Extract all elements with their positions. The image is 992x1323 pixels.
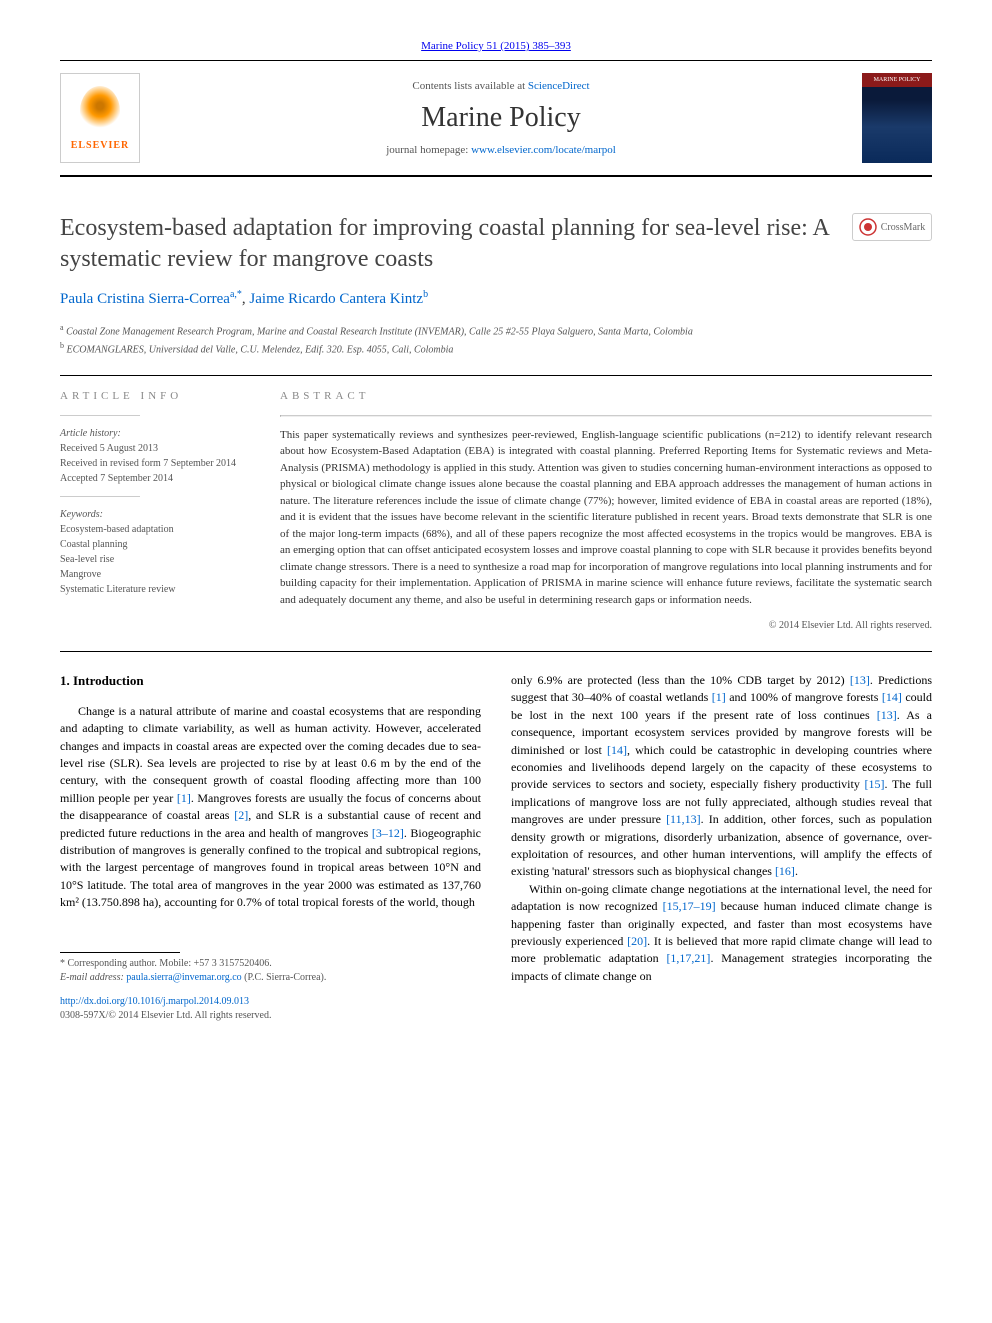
p1c-seg-a: only 6.9% are protected (less than the 1… — [511, 673, 850, 687]
body-col-right: only 6.9% are protected (less than the 1… — [511, 672, 932, 1024]
ref-1b[interactable]: [1] — [712, 690, 726, 704]
homepage-line: journal homepage: www.elsevier.com/locat… — [140, 144, 862, 156]
email-suffix: (P.C. Sierra-Correa). — [242, 972, 327, 983]
info-rule-1 — [60, 415, 140, 416]
body: 1. Introduction Change is a natural attr… — [60, 672, 932, 1024]
affiliations: a Coastal Zone Management Research Progr… — [60, 322, 932, 357]
author-2-aff: b — [423, 289, 428, 300]
homepage-link[interactable]: www.elsevier.com/locate/marpol — [471, 144, 616, 156]
intro-p2: Within on-going climate change negotiati… — [511, 881, 932, 985]
journal-name: Marine Policy — [140, 102, 862, 134]
abstract-text: This paper systematically reviews and sy… — [280, 427, 932, 609]
contents-prefix: Contents lists available at — [412, 80, 527, 92]
accepted-date: Accepted 7 September 2014 — [60, 471, 240, 486]
ref-14a[interactable]: [14] — [882, 690, 902, 704]
keyword-1: Coastal planning — [60, 537, 240, 552]
journal-header: ELSEVIER Contents lists available at Sci… — [60, 61, 932, 177]
p1c-seg-c: and 100% of mangrove forests — [726, 690, 882, 704]
intro-p1-cont: only 6.9% are protected (less than the 1… — [511, 672, 932, 881]
doi-link[interactable]: http://dx.doi.org/10.1016/j.marpol.2014.… — [60, 996, 249, 1007]
ref-1-17-21[interactable]: [1,17,21] — [666, 951, 710, 965]
p1-seg-a: Change is a natural attribute of marine … — [60, 704, 481, 805]
article-info: article info Article history: Received 5… — [60, 388, 240, 633]
top-citation-link[interactable]: Marine Policy 51 (2015) 385–393 — [421, 40, 571, 52]
author-1[interactable]: Paula Cristina Sierra-Correa — [60, 291, 230, 307]
abstract-rule — [280, 415, 932, 417]
cover-title-stripe: MARINE POLICY — [862, 73, 932, 87]
body-col-left: 1. Introduction Change is a natural attr… — [60, 672, 481, 1024]
p1c-seg-i: . — [795, 864, 798, 878]
elsevier-tree-icon — [80, 86, 120, 136]
meta-rule — [60, 375, 932, 376]
ref-1[interactable]: [1] — [177, 791, 191, 805]
ref-16[interactable]: [16] — [775, 864, 795, 878]
abstract: abstract This paper systematically revie… — [280, 388, 932, 633]
abstract-heading: abstract — [280, 388, 932, 405]
article-info-heading: article info — [60, 388, 240, 405]
article-title: Ecosystem-based adaptation for improving… — [60, 213, 852, 275]
ref-14b[interactable]: [14] — [607, 743, 627, 757]
author-2[interactable]: Jaime Ricardo Cantera Kintz — [249, 291, 423, 307]
ref-15[interactable]: [15] — [865, 777, 885, 791]
ref-20[interactable]: [20] — [627, 934, 647, 948]
abstract-copyright: © 2014 Elsevier Ltd. All rights reserved… — [280, 618, 932, 633]
keyword-3: Mangrove — [60, 567, 240, 582]
body-rule — [60, 651, 932, 652]
email-label: E-mail address: — [60, 972, 126, 983]
aff-a-text: Coastal Zone Management Research Program… — [64, 327, 693, 338]
journal-cover: MARINE POLICY — [862, 73, 932, 163]
doi-block: http://dx.doi.org/10.1016/j.marpol.2014.… — [60, 995, 481, 1024]
footnote-rule — [60, 952, 180, 953]
intro-p1: Change is a natural attribute of marine … — [60, 703, 481, 912]
ref-3-12[interactable]: [3–12] — [372, 826, 404, 840]
ref-13a[interactable]: [13] — [850, 673, 870, 687]
elsevier-logo: ELSEVIER — [60, 73, 140, 163]
info-rule-2 — [60, 496, 140, 497]
received-date: Received 5 August 2013 — [60, 441, 240, 456]
ref-2[interactable]: [2] — [234, 808, 248, 822]
keywords-label: Keywords: — [60, 507, 240, 522]
crossmark-badge[interactable]: CrossMark — [852, 213, 932, 241]
ref-11-13[interactable]: [11,13] — [666, 812, 701, 826]
aff-b-text: ECOMANGLARES, Universidad del Valle, C.U… — [64, 344, 453, 355]
publisher-name: ELSEVIER — [71, 140, 130, 151]
corr-email-link[interactable]: paula.sierra@invemar.org.co — [126, 972, 241, 983]
keyword-4: Systematic Literature review — [60, 582, 240, 597]
crossmark-label: CrossMark — [881, 222, 925, 233]
revised-date: Received in revised form 7 September 201… — [60, 456, 240, 471]
homepage-prefix: journal homepage: — [386, 144, 471, 156]
footnotes: * Corresponding author. Mobile: +57 3 31… — [60, 952, 481, 985]
history-label: Article history: — [60, 426, 240, 441]
section-1-heading: 1. Introduction — [60, 672, 481, 691]
ref-13b[interactable]: [13] — [877, 708, 897, 722]
keyword-0: Ecosystem-based adaptation — [60, 522, 240, 537]
crossmark-icon — [859, 218, 877, 236]
corresponding-author: * Corresponding author. Mobile: +57 3 31… — [60, 957, 481, 971]
issn-copyright: 0308-597X/© 2014 Elsevier Ltd. All right… — [60, 1009, 481, 1024]
authors-line: Paula Cristina Sierra-Correaa,*, Jaime R… — [60, 289, 932, 308]
keyword-2: Sea-level rise — [60, 552, 240, 567]
contents-line: Contents lists available at ScienceDirec… — [140, 80, 862, 92]
ref-15-17-19[interactable]: [15,17–19] — [663, 899, 716, 913]
author-1-aff: a, — [230, 289, 237, 300]
sciencedirect-link[interactable]: ScienceDirect — [528, 80, 590, 92]
